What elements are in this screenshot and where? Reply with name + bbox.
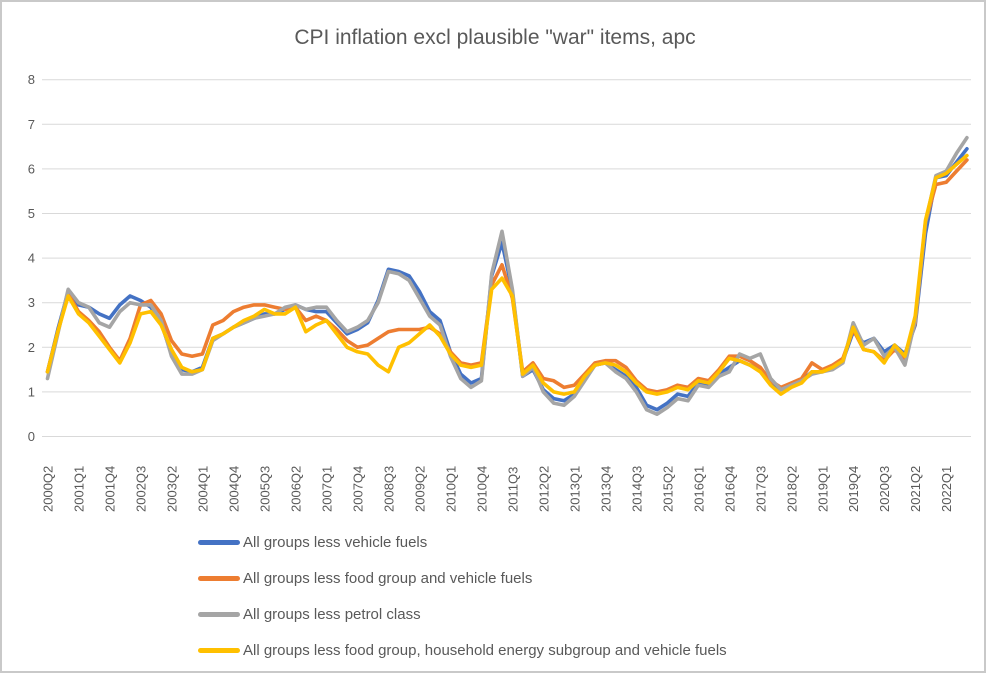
x-axis-tick-label: 2005Q3 — [257, 466, 272, 512]
x-axis-tick-label: 2004Q4 — [226, 466, 241, 512]
y-axis-tick-label: 6 — [28, 161, 35, 176]
plot-area: 0 1 2 3 4 5 6 7 8 2000Q2 2001Q1 2001Q4 2002Q3 2003Q2 2… — [28, 72, 971, 512]
legend-item: All groups less petrol class — [198, 596, 727, 632]
legend-item: All groups less food group and vehicle f… — [198, 560, 727, 596]
x-axis-tick-label: 2019Q1 — [815, 466, 830, 512]
series-line-all-groups-less-food-group-and-vehicle-fuels — [45, 158, 969, 394]
x-axis-tick-label: 2016Q1 — [691, 466, 706, 512]
x-axis-tick-label: 2013Q1 — [567, 466, 582, 512]
y-axis-tick-label: 8 — [28, 72, 35, 87]
x-axis-tick-label: 2020Q3 — [877, 466, 892, 512]
legend-swatch-yellow-line — [198, 647, 240, 653]
x-axis-tick-label: 2007Q1 — [319, 466, 334, 512]
x-axis-tick-label: 2006Q2 — [288, 466, 303, 512]
x-axis-tick-label: 2011Q3 — [505, 467, 520, 512]
x-axis-tick-label: 2021Q2 — [908, 466, 923, 512]
x-axis-tick-label: 2007Q4 — [350, 466, 365, 512]
y-axis-tick-label: 2 — [28, 340, 35, 355]
legend-label: All groups less food group and vehicle f… — [243, 569, 533, 587]
legend-swatch-orange-line — [198, 575, 240, 581]
legend-label: All groups less vehicle fuels — [243, 533, 428, 551]
x-axis-tick-label: 2008Q3 — [381, 466, 396, 512]
chart-title: CPI inflation excl plausible "war" items… — [294, 26, 696, 49]
series-line-all-groups-less-food-group-household-energy-subgroup-and-vehicle-fuels — [45, 153, 969, 396]
legend-swatch-blue-line — [198, 539, 240, 545]
legend-item: All groups less food group, household en… — [198, 632, 727, 668]
y-axis-tick-label: 3 — [28, 295, 35, 310]
x-axis-tick-label: 2010Q4 — [474, 466, 489, 512]
x-axis-tick-label: 2019Q4 — [846, 466, 861, 512]
y-axis-tick-label: 7 — [28, 117, 35, 132]
x-axis-tick-label: 2022Q1 — [939, 466, 954, 512]
x-axis-tick-label: 2001Q1 — [71, 466, 86, 512]
y-axis-tick-label: 4 — [28, 251, 35, 266]
x-axis-tick-label: 2014Q3 — [629, 466, 644, 512]
x-axis-tick-label: 2001Q4 — [102, 466, 117, 512]
x-axis-tick-label: 2012Q2 — [536, 466, 551, 512]
x-axis-tick-label: 2000Q2 — [41, 466, 56, 512]
x-axis-tick-label: 2004Q1 — [195, 466, 210, 512]
y-axis-tick-label: 0 — [28, 429, 35, 444]
y-axis-tick-label: 1 — [28, 384, 35, 399]
legend-swatch-gray-line — [198, 611, 240, 617]
legend-label: All groups less food group, household en… — [243, 641, 727, 659]
x-axis-tick-label: 2002Q3 — [133, 466, 148, 512]
x-axis-tick-label: 2017Q3 — [753, 466, 768, 512]
x-axis-tick-label: 2013Q4 — [598, 466, 613, 512]
legend: All groups less vehicle fuels All groups… — [198, 524, 727, 668]
x-axis-tick-label: 2018Q2 — [784, 466, 799, 512]
x-axis-tick-label: 2003Q2 — [164, 466, 179, 512]
legend-label: All groups less petrol class — [243, 605, 421, 623]
x-axis-tick-label: 2015Q2 — [660, 466, 675, 512]
legend-item: All groups less vehicle fuels — [198, 524, 727, 560]
y-axis-tick-label: 5 — [28, 206, 35, 221]
x-axis-tick-label: 2010Q1 — [443, 466, 458, 512]
x-axis-tick-label: 2009Q2 — [412, 466, 427, 512]
x-axis-tick-label: 2016Q4 — [722, 466, 737, 512]
